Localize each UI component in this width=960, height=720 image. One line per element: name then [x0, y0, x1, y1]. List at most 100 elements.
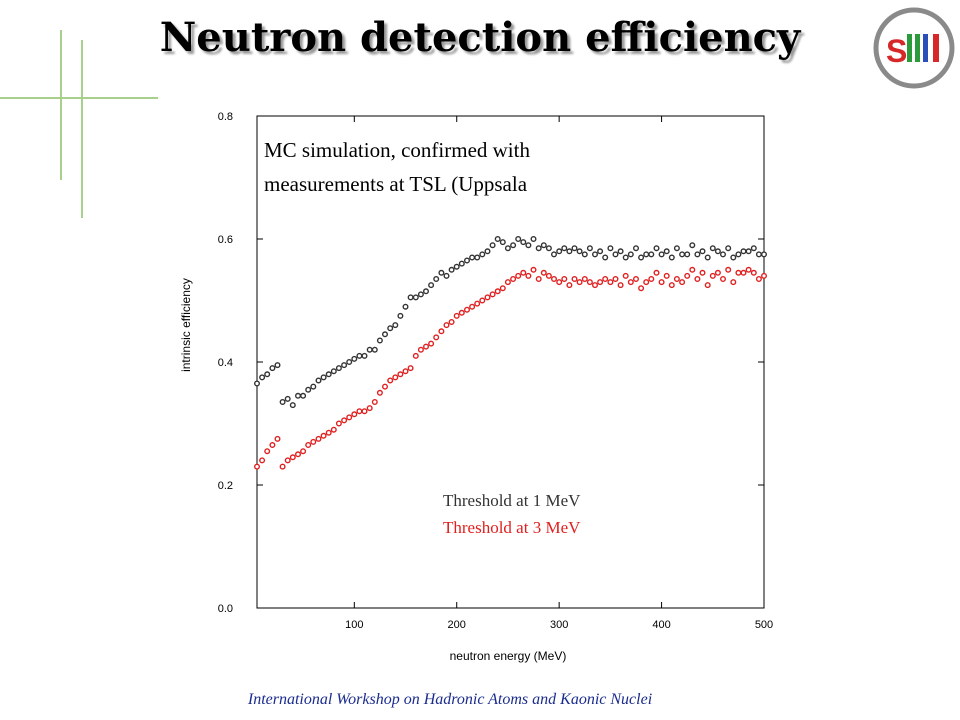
data-point-series-2 [458, 309, 465, 316]
data-point-series-1 [438, 269, 445, 276]
data-point-series-1 [310, 383, 317, 390]
data-point-series-1 [730, 254, 737, 261]
data-point-series-2 [428, 340, 435, 347]
smi-logo-m-bar-3 [923, 34, 928, 62]
data-point-series-2 [392, 374, 399, 381]
data-point-series-1 [545, 245, 552, 252]
data-point-series-2 [714, 269, 721, 276]
data-point-series-1 [622, 254, 629, 261]
data-point-series-1 [320, 374, 327, 381]
y-axis-label: intrinsic efficiency [179, 278, 193, 372]
y-tick-label: 0.4 [218, 357, 233, 369]
data-point-series-2 [300, 448, 307, 455]
data-point-series-1 [284, 395, 291, 402]
data-point-series-1 [668, 254, 675, 261]
data-point-series-2 [709, 272, 716, 279]
legend-entry-1: Threshold at 1 MeV [443, 491, 581, 510]
data-point-series-2 [397, 371, 404, 378]
data-point-series-1 [540, 242, 547, 249]
data-point-series-1 [479, 251, 486, 258]
decor-line-horizontal [0, 97, 158, 99]
data-point-series-2 [648, 276, 655, 283]
data-point-series-1 [469, 254, 476, 261]
data-point-series-1 [407, 294, 414, 301]
data-point-series-1 [714, 248, 721, 255]
data-point-series-1 [259, 374, 266, 381]
data-point-series-1 [653, 245, 660, 252]
data-point-series-2 [320, 432, 327, 439]
data-point-series-1 [750, 245, 757, 252]
data-point-series-1 [474, 254, 481, 261]
data-point-series-2 [259, 457, 266, 464]
data-point-series-2 [504, 279, 511, 286]
y-tick-label: 0.0 [218, 603, 233, 615]
data-point-series-1 [581, 251, 588, 258]
data-point-series-2 [530, 266, 537, 273]
data-point-series-1 [535, 245, 542, 252]
data-point-series-2 [602, 276, 609, 283]
data-point-series-1 [315, 377, 322, 384]
data-point-series-2 [643, 279, 650, 286]
annotation-line-2: measurements at TSL (Uppsala [264, 172, 528, 196]
decor-line-vertical-2 [81, 40, 83, 218]
data-point-series-1 [443, 272, 450, 279]
data-point-series-1 [592, 251, 599, 258]
data-point-series-1 [704, 254, 711, 261]
data-point-series-2 [607, 279, 614, 286]
data-point-series-2 [592, 282, 599, 289]
data-point-series-2 [755, 276, 762, 283]
x-tick-label: 100 [345, 619, 363, 631]
data-point-series-2 [489, 291, 496, 298]
data-point-series-1 [638, 254, 645, 261]
data-point-series-1 [330, 368, 337, 375]
data-point-series-2 [633, 276, 640, 283]
data-point-series-1 [725, 245, 732, 252]
data-point-series-1 [633, 245, 640, 252]
data-point-series-2 [499, 285, 506, 292]
data-point-series-2 [535, 276, 542, 283]
data-point-series-1 [556, 248, 563, 255]
data-point-series-1 [458, 260, 465, 267]
data-point-series-1 [643, 251, 650, 258]
data-point-series-2 [750, 269, 757, 276]
data-point-series-2 [464, 306, 471, 313]
data-point-series-2 [274, 435, 281, 442]
x-tick-label: 200 [448, 619, 466, 631]
data-point-series-2 [540, 269, 547, 276]
data-point-series-2 [469, 303, 476, 310]
data-point-series-2 [402, 368, 409, 375]
data-point-series-1 [453, 263, 460, 270]
data-point-series-2 [356, 408, 363, 415]
data-point-series-2 [699, 269, 706, 276]
legend-entry-2: Threshold at 3 MeV [443, 518, 581, 537]
data-point-series-2 [269, 442, 276, 449]
axis-ticks: 100 200 300 400 500 0.0 0.2 0.4 0.6 0.8 [218, 111, 773, 631]
data-point-series-2 [622, 272, 629, 279]
data-point-series-1 [423, 288, 430, 295]
data-point-series-2 [551, 276, 558, 283]
data-point-series-2 [586, 279, 593, 286]
data-point-series-1 [525, 242, 532, 249]
data-point-series-1 [417, 291, 424, 298]
data-point-series-1 [607, 245, 614, 252]
data-point-series-1 [755, 251, 762, 258]
data-point-series-2 [305, 442, 312, 449]
page-title: Neutron detection efficiency [159, 14, 801, 61]
data-point-series-2 [668, 282, 675, 289]
data-point-series-2 [407, 365, 414, 372]
data-point-series-2 [448, 319, 455, 326]
data-point-series-2 [335, 420, 342, 427]
data-point-series-2 [295, 451, 302, 458]
data-point-series-2 [566, 282, 573, 289]
data-point-series-2 [438, 328, 445, 335]
data-point-series-1 [253, 380, 260, 387]
data-point-series-1 [673, 245, 680, 252]
data-point-series-1 [335, 365, 342, 372]
data-point-series-1 [694, 251, 701, 258]
data-point-series-1 [371, 346, 378, 353]
data-point-series-1 [515, 235, 522, 242]
data-point-series-1 [264, 371, 271, 378]
data-point-series-2 [423, 343, 430, 350]
data-point-series-2 [612, 276, 619, 283]
data-point-series-2 [761, 272, 768, 279]
